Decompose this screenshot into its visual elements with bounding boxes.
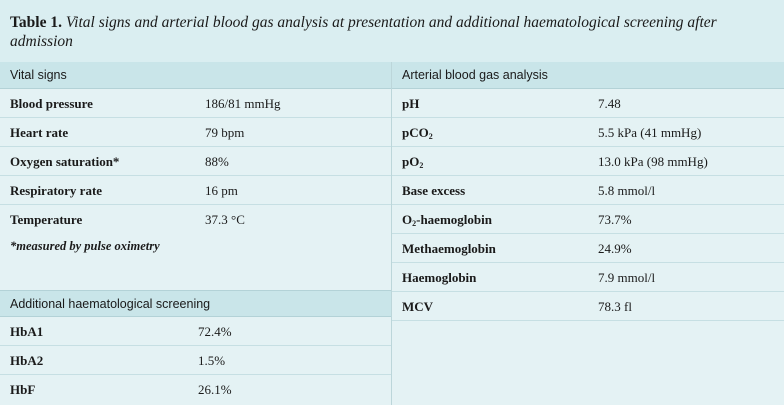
row-label: Heart rate <box>10 125 69 140</box>
footnote: *measured by pulse oximetry <box>10 239 160 253</box>
row-label: Blood pressure <box>10 96 93 111</box>
row-label: HbA2 <box>10 353 44 368</box>
table-row: HbA2 1.5% <box>0 346 391 375</box>
row-label: O2-haemoglobin <box>402 212 492 228</box>
table-label: Table 1. <box>10 14 62 31</box>
haem-header: Additional haematological screening <box>0 290 391 317</box>
table-row: Oxygen saturation* 88% <box>0 147 391 176</box>
row-label: HbF <box>10 382 36 397</box>
row-value: 73.7% <box>598 212 632 227</box>
table-row: pCO2 5.5 kPa (41 mmHg) <box>392 118 784 147</box>
table-row: Base excess 5.8 mmol/l <box>392 176 784 205</box>
abg-header: Arterial blood gas analysis <box>392 62 784 89</box>
table-row: Heart rate 79 bpm <box>0 118 391 147</box>
row-label: pCO2 <box>402 125 433 141</box>
row-label: MCV <box>402 299 434 314</box>
table-title: Vital signs and arterial blood gas analy… <box>10 14 717 50</box>
table-row: Haemoglobin 7.9 mmol/l <box>392 263 784 292</box>
table-body: Vital signs Blood pressure 186/81 mmHg He… <box>0 62 784 405</box>
table-row: HbF 26.1% <box>0 375 391 404</box>
row-value: 79 bpm <box>205 125 245 140</box>
table-row: O2-haemoglobin 73.7% <box>392 205 784 234</box>
table-row: Blood pressure 186/81 mmHg <box>0 89 391 118</box>
row-value: 5.5 kPa (41 mmHg) <box>598 125 702 140</box>
left-column: Vital signs Blood pressure 186/81 mmHg He… <box>0 62 392 405</box>
row-label: Methaemoglobin <box>402 241 496 256</box>
row-label: Respiratory rate <box>10 183 103 198</box>
row-value: 72.4% <box>198 324 232 339</box>
row-label: pH <box>402 96 420 111</box>
row-label: HbA1 <box>10 324 44 339</box>
right-column: Arterial blood gas analysis pH 7.48 pCO2 5… <box>392 62 784 405</box>
row-label: pO2 <box>402 154 424 170</box>
table-row: Temperature 37.3 °C <box>0 205 391 234</box>
row-value: 13.0 kPa (98 mmHg) <box>598 154 708 169</box>
row-value: 5.8 mmol/l <box>598 183 656 198</box>
table-row: pO2 13.0 kPa (98 mmHg) <box>392 147 784 176</box>
vitals-header: Vital signs <box>0 62 391 89</box>
table-row: Methaemoglobin 24.9% <box>392 234 784 263</box>
table-row: pH 7.48 <box>392 89 784 118</box>
table-caption: Table 1. Vital signs and arterial blood … <box>0 0 784 62</box>
row-value: 78.3 fl <box>598 299 632 314</box>
table-row: Respiratory rate 16 pm <box>0 176 391 205</box>
row-value: 1.5% <box>198 353 226 368</box>
row-value: 88% <box>205 154 229 169</box>
table-row: MCV 78.3 fl <box>392 292 784 321</box>
row-label: Temperature <box>10 212 83 227</box>
table-row: HbA1 72.4% <box>0 317 391 346</box>
haem-rows: HbA1 72.4% HbA2 1.5% HbF 26.1% <box>0 317 391 404</box>
row-value: 26.1% <box>198 382 232 397</box>
row-label: Haemoglobin <box>402 270 477 285</box>
row-value: 7.9 mmol/l <box>598 270 656 285</box>
row-value: 186/81 mmHg <box>205 96 281 111</box>
row-value: 24.9% <box>598 241 632 256</box>
row-label: Base excess <box>402 183 466 198</box>
row-value: 37.3 °C <box>205 212 245 227</box>
row-value: 16 pm <box>205 183 238 198</box>
row-label: Oxygen saturation* <box>10 154 120 169</box>
row-value: 7.48 <box>598 96 621 111</box>
